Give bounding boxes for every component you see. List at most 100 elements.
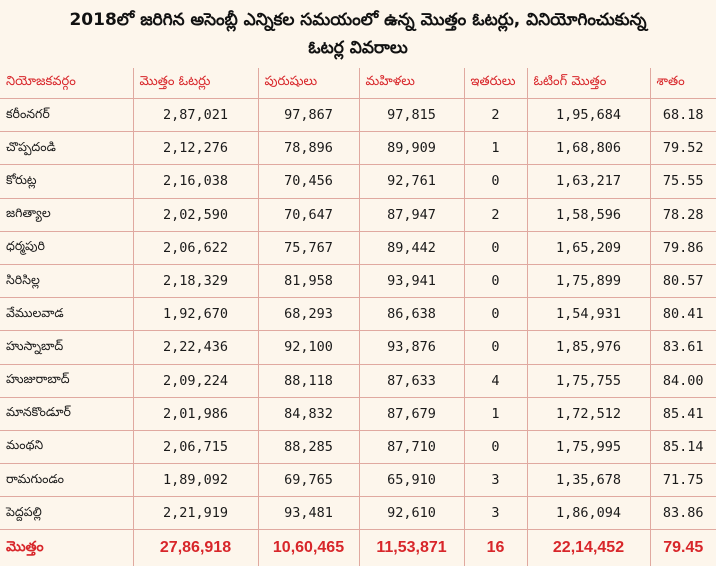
percentage-cell: 71.75 xyxy=(649,463,716,498)
men-cell: 81,958 xyxy=(257,263,360,299)
constituency-cell: మానకొండూర్ xyxy=(0,396,134,431)
total-voters-cell: 2,12,276 xyxy=(132,131,259,166)
votes-cast-cell: 1,58,596 xyxy=(526,197,651,232)
percentage-cell: 83.61 xyxy=(649,330,716,365)
percentage-cell: 68.18 xyxy=(649,97,716,133)
percentage-cell: 79.52 xyxy=(649,131,716,166)
total-voters-cell: 1,89,092 xyxy=(132,463,259,498)
constituency-cell: కోరుట్ల xyxy=(0,164,134,199)
votes-cast-cell: 1,86,094 xyxy=(526,496,651,531)
header-women: మహిళలు xyxy=(358,68,465,99)
others-cell: 0 xyxy=(463,164,528,199)
men-cell: 93,481 xyxy=(257,496,360,531)
table-row: హుస్నాబాద్ 2,22,436 92,100 93,876 0 1,85,976 8… xyxy=(0,330,716,365)
total-voters-cell: 2,87,021 xyxy=(132,97,259,133)
men-cell: 88,285 xyxy=(257,429,360,465)
percentage-cell: 83.86 xyxy=(649,496,716,531)
header-constituency: నియోజకవర్గం xyxy=(0,68,134,99)
votes-cast-cell: 1,85,976 xyxy=(526,330,651,365)
percentage-cell: 85.41 xyxy=(649,396,716,431)
table-row: హుజురాబాద్ 2,09,224 88,118 87,633 4 1,75,755 8… xyxy=(0,363,716,398)
others-cell: 3 xyxy=(463,463,528,498)
total-voters-cell: 2,22,436 xyxy=(132,330,259,365)
votes-cast-cell: 1,95,684 xyxy=(526,97,651,133)
constituency-cell: హుజురాబాద్ xyxy=(0,363,134,398)
total-voters-cell: 1,92,670 xyxy=(132,297,259,332)
total-voters-cell: 2,02,590 xyxy=(132,197,259,232)
women-cell: 87,679 xyxy=(358,396,465,431)
header-percentage: శాతం xyxy=(649,68,716,99)
percentage-cell: 78.28 xyxy=(649,197,716,232)
votes-cast-cell: 1,68,806 xyxy=(526,131,651,166)
others-cell: 2 xyxy=(463,197,528,232)
header-men: పురుషులు xyxy=(257,68,360,99)
total-men: 10,60,465 xyxy=(257,529,360,566)
document-title: 2018లో జరిగిన అసెంబ్లీ ఎన్నికల సమయంలో ఉన… xyxy=(0,0,716,68)
votes-cast-cell: 1,63,217 xyxy=(526,164,651,199)
constituency-cell: జగిత్యాల xyxy=(0,197,134,232)
men-cell: 92,100 xyxy=(257,330,360,365)
voter-table: నియోజకవర్గం మొత్తం ఓటర్లు పురుషులు మహిళల… xyxy=(0,68,716,566)
table-row: రామగుండం 1,89,092 69,765 65,910 3 1,35,678 71.… xyxy=(0,463,716,498)
header-others: ఇతరులు xyxy=(463,68,528,99)
total-label: మొత్తం xyxy=(0,529,134,566)
total-voters-cell: 2,18,329 xyxy=(132,263,259,299)
constituency-cell: మంథని xyxy=(0,429,134,465)
percentage-cell: 84.00 xyxy=(649,363,716,398)
others-cell: 4 xyxy=(463,363,528,398)
others-cell: 0 xyxy=(463,263,528,299)
total-voters: 27,86,918 xyxy=(132,529,259,566)
women-cell: 92,610 xyxy=(358,496,465,531)
percentage-cell: 80.41 xyxy=(649,297,716,332)
constituency-cell: సిరిసిల్ల xyxy=(0,263,134,299)
others-cell: 1 xyxy=(463,131,528,166)
votes-cast-cell: 1,75,995 xyxy=(526,429,651,465)
header-total-voters: మొత్తం ఓటర్లు xyxy=(132,68,259,99)
constituency-cell: హుస్నాబాద్ xyxy=(0,330,134,365)
table-row: జగిత్యాల 2,02,590 70,647 87,947 2 1,58,596 78.… xyxy=(0,197,716,232)
men-cell: 97,867 xyxy=(257,97,360,133)
total-percentage: 79.45 xyxy=(649,529,716,566)
constituency-cell: చొప్పదండి xyxy=(0,131,134,166)
votes-cast-cell: 1,72,512 xyxy=(526,396,651,431)
header-votes-cast: ఓటింగ్ మొత్తం xyxy=(526,68,651,99)
men-cell: 70,647 xyxy=(257,197,360,232)
table-row: ధర్మపురి 2,06,622 75,767 89,442 0 1,65,209 79.… xyxy=(0,230,716,265)
table-row: కరీంనగర్ 2,87,021 97,867 97,815 2 1,95,684 68.… xyxy=(0,97,716,133)
votes-cast-cell: 1,75,755 xyxy=(526,363,651,398)
total-voters-cell: 2,06,622 xyxy=(132,230,259,265)
women-cell: 92,761 xyxy=(358,164,465,199)
total-voters-cell: 2,06,715 xyxy=(132,429,259,465)
votes-cast-cell: 1,75,899 xyxy=(526,263,651,299)
women-cell: 87,710 xyxy=(358,429,465,465)
table-row: మానకొండూర్ 2,01,986 84,832 87,679 1 1,72,512 8… xyxy=(0,396,716,431)
title-line-2: ఓటర్ల వివరాలు xyxy=(308,38,408,58)
votes-cast-cell: 1,35,678 xyxy=(526,463,651,498)
total-voters-cell: 2,16,038 xyxy=(132,164,259,199)
total-women: 11,53,871 xyxy=(358,529,465,566)
table-body: కరీంనగర్ 2,87,021 97,867 97,815 2 1,95,684 68.… xyxy=(0,97,716,531)
others-cell: 2 xyxy=(463,97,528,133)
table-row: వేములవాడ 1,92,670 68,293 86,638 0 1,54,931 80.… xyxy=(0,297,716,332)
constituency-cell: రామగుండం xyxy=(0,463,134,498)
constituency-cell: పెద్దపల్లి xyxy=(0,496,134,531)
percentage-cell: 79.86 xyxy=(649,230,716,265)
men-cell: 78,896 xyxy=(257,131,360,166)
men-cell: 75,767 xyxy=(257,230,360,265)
total-votes-cast: 22,14,452 xyxy=(526,529,651,566)
men-cell: 88,118 xyxy=(257,363,360,398)
title-line-1: 2018లో జరిగిన అసెంబ్లీ ఎన్నికల సమయంలో ఉన… xyxy=(69,10,647,30)
table-row: మంథని 2,06,715 88,285 87,710 0 1,75,995 85.14 xyxy=(0,429,716,465)
total-voters-cell: 2,09,224 xyxy=(132,363,259,398)
percentage-cell: 75.55 xyxy=(649,164,716,199)
men-cell: 84,832 xyxy=(257,396,360,431)
constituency-cell: కరీంనగర్ xyxy=(0,97,134,133)
others-cell: 3 xyxy=(463,496,528,531)
women-cell: 87,947 xyxy=(358,197,465,232)
women-cell: 65,910 xyxy=(358,463,465,498)
men-cell: 69,765 xyxy=(257,463,360,498)
others-cell: 0 xyxy=(463,230,528,265)
constituency-cell: ధర్మపురి xyxy=(0,230,134,265)
total-voters-cell: 2,21,919 xyxy=(132,496,259,531)
